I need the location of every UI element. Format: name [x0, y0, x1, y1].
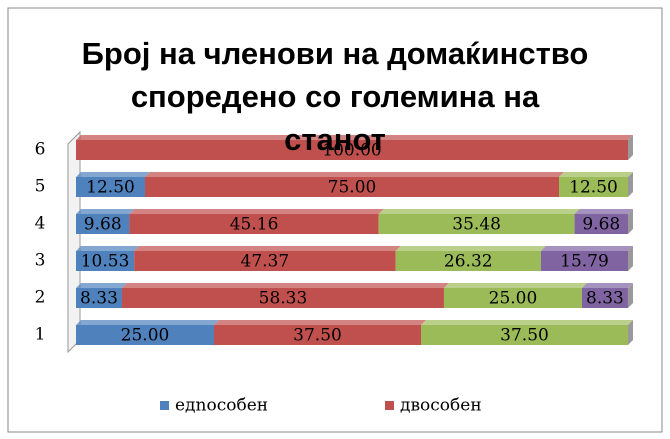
bar-segment [76, 177, 145, 197]
bar-top [214, 320, 426, 325]
bar-end [628, 135, 633, 160]
bar-segment [76, 214, 130, 234]
bar-top [76, 320, 219, 325]
chart-title: Број на членови на домаќинство споредено… [81, 36, 589, 157]
legend-swatch [160, 401, 169, 410]
data-label: 8.33 [586, 289, 624, 309]
bar-top [145, 172, 564, 177]
bar-segment [214, 325, 421, 345]
bar-segment [581, 288, 628, 308]
bar-segment [540, 251, 629, 271]
bar-top [76, 209, 135, 214]
data-label: 100.00 [322, 141, 381, 161]
bar-segment [378, 214, 575, 234]
data-label: 75.00 [328, 178, 377, 198]
bar-segment [76, 140, 628, 160]
bar-segment [129, 214, 379, 234]
bar-top [581, 283, 633, 288]
data-label: 9.68 [84, 215, 122, 235]
data-label: 26.32 [444, 252, 493, 272]
data-label: 37.50 [500, 326, 549, 346]
y-tick-label: 5 [35, 177, 46, 197]
data-label: 47.37 [241, 252, 290, 272]
y-tick-label: 3 [35, 251, 46, 271]
bar-top [76, 135, 633, 140]
bar-top [421, 320, 633, 325]
data-label: 12.50 [569, 178, 618, 198]
y-tick-label: 2 [35, 288, 46, 308]
bar-top [134, 246, 401, 251]
data-label: 12.50 [86, 178, 135, 198]
bar-top [443, 283, 587, 288]
bar-top [121, 283, 449, 288]
bar-end [628, 283, 633, 308]
bar-top [559, 172, 633, 177]
legend-swatch [385, 401, 394, 410]
bar-top [76, 246, 140, 251]
data-label: 35.48 [452, 215, 501, 235]
bar-end [628, 246, 633, 271]
data-label: 37.50 [293, 326, 342, 346]
data-label: 58.33 [259, 289, 308, 309]
bar-segment [395, 251, 541, 271]
data-label: 25.00 [489, 289, 538, 309]
bar-top [540, 246, 634, 251]
y-tick-label: 6 [35, 140, 46, 160]
bar-segment [134, 251, 396, 271]
bar-segment [421, 325, 628, 345]
bar-segment [121, 288, 444, 308]
bar-top [378, 209, 580, 214]
data-label: 45.16 [230, 215, 279, 235]
bar-end [628, 320, 633, 345]
y-tick-label: 1 [35, 325, 46, 345]
bar-segment [574, 214, 628, 234]
legend-label: едnoсобен [175, 396, 268, 416]
bar-segment [76, 325, 214, 345]
bar-top [76, 283, 127, 288]
legend-label: двособен [400, 396, 482, 416]
wall [67, 130, 81, 354]
data-label: 15.79 [560, 252, 609, 272]
data-label: 9.68 [582, 215, 620, 235]
bar-top [129, 209, 384, 214]
data-label: 10.53 [81, 252, 130, 272]
bar-end [628, 172, 633, 197]
bar-end [628, 209, 633, 234]
y-tick-label: 4 [35, 214, 46, 234]
bar-top [574, 209, 633, 214]
data-label: 8.33 [80, 289, 118, 309]
bar-segment [76, 288, 122, 308]
bar-top [76, 172, 150, 177]
data-label: 25.00 [121, 326, 170, 346]
bar-segment [76, 251, 135, 271]
bar-segment [443, 288, 582, 308]
bar-segment [145, 177, 559, 197]
bar-segment [559, 177, 628, 197]
bar-top [395, 246, 546, 251]
